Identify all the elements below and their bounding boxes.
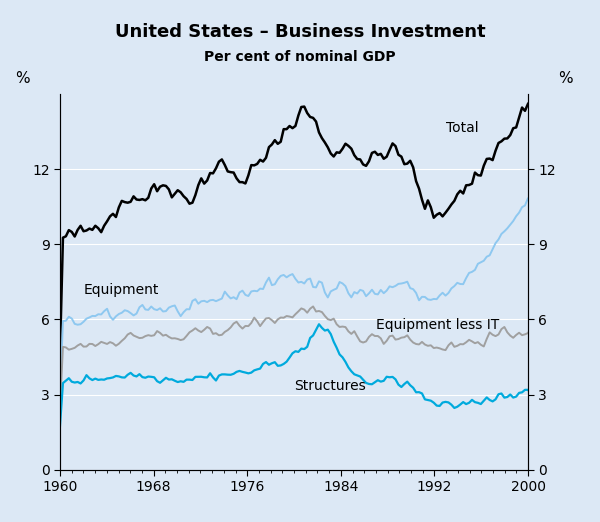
Text: Per cent of nominal GDP: Per cent of nominal GDP — [204, 50, 396, 64]
Text: Equipment less IT: Equipment less IT — [376, 318, 499, 333]
Text: Structures: Structures — [294, 378, 366, 393]
Text: %: % — [15, 72, 30, 87]
Text: United States – Business Investment: United States – Business Investment — [115, 23, 485, 41]
Text: Equipment: Equipment — [83, 283, 159, 298]
Text: %: % — [558, 72, 573, 87]
Text: Total: Total — [446, 121, 479, 135]
